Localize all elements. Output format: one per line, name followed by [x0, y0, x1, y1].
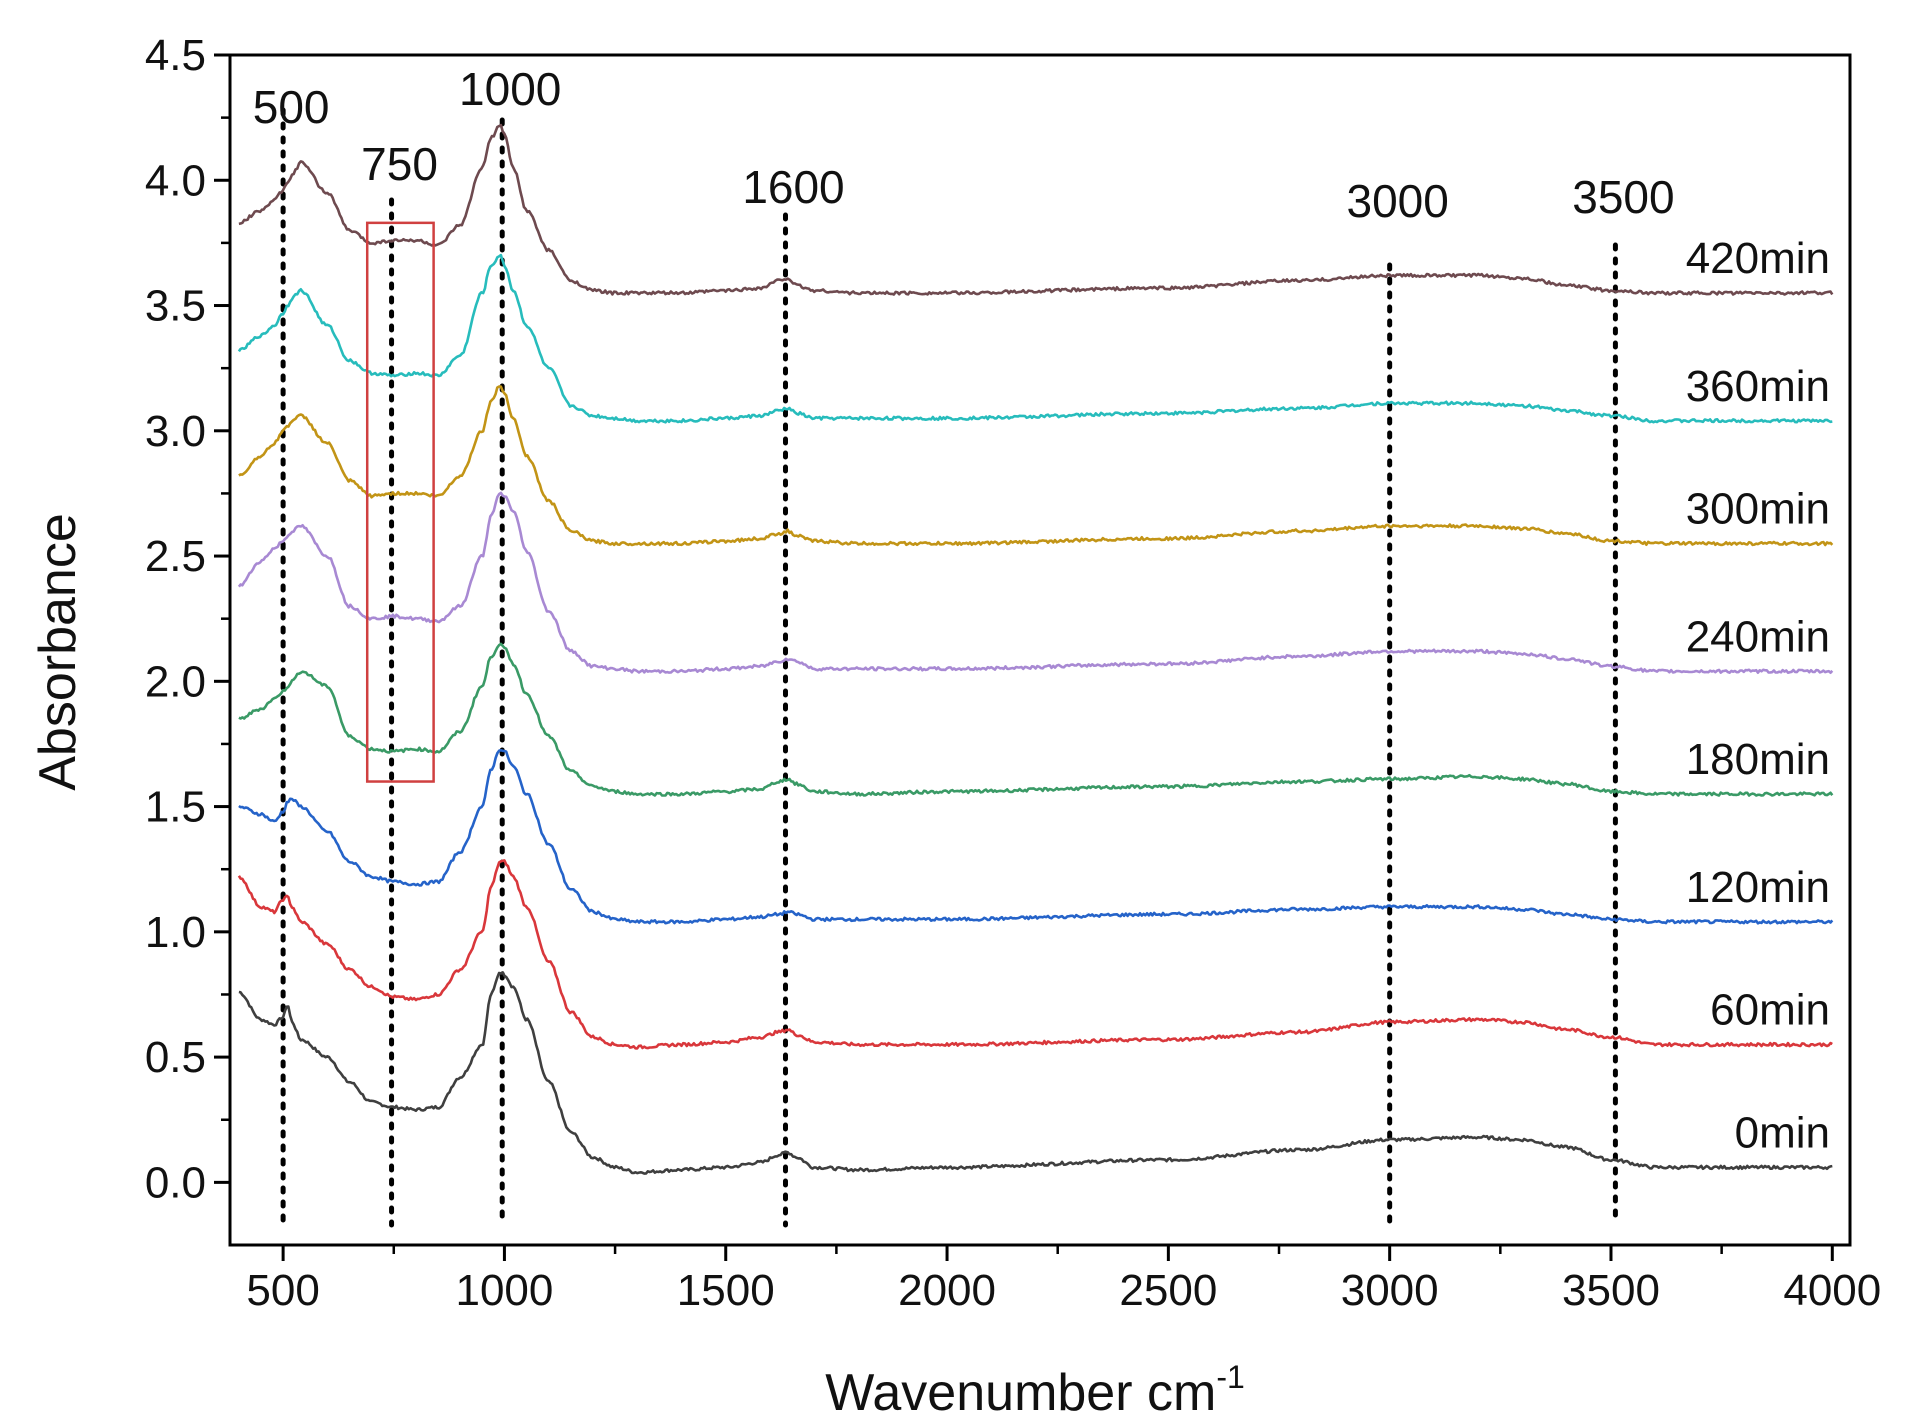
- peak-marker-label: 750: [361, 138, 438, 190]
- y-tick-label: 2.0: [145, 657, 206, 706]
- series-line-120min: [238, 749, 1834, 925]
- x-tick-label: 1500: [677, 1266, 775, 1315]
- label-layer: 500 1000 1500 2000 2500 3000 3500 4000 0.0 0.5 1.0…: [145, 31, 1881, 1315]
- series-line-180min: [238, 642, 1834, 797]
- series-line-360min: [237, 253, 1833, 424]
- series-line-300min: [238, 385, 1834, 547]
- series-layer: [237, 123, 1834, 1175]
- y-tick-label: 0.0: [145, 1158, 206, 1207]
- series-line-60min: [237, 859, 1833, 1050]
- series-line-240min: [237, 491, 1834, 674]
- y-tick-label: 2.5: [145, 532, 206, 581]
- series-label: 300min: [1686, 485, 1830, 534]
- axis-layer: [214, 53, 1852, 1261]
- series-label: 180min: [1686, 735, 1830, 784]
- y-tick-label: 1.0: [145, 908, 206, 957]
- peak-marker-layer: [280, 107, 1618, 1228]
- x-axis-title-main: Wavenumber cm: [825, 1364, 1216, 1422]
- x-tick-label: 2000: [898, 1266, 996, 1315]
- x-axis-title-superscript: -1: [1216, 1359, 1244, 1395]
- y-tick-label: 4.0: [145, 156, 206, 205]
- series-label: 60min: [1710, 986, 1830, 1035]
- x-tick-label: 3500: [1562, 1266, 1660, 1315]
- series-line-420min: [238, 123, 1834, 296]
- y-tick-label: 3.5: [145, 282, 206, 331]
- y-tick-label: 1.5: [145, 783, 206, 832]
- highlight-box: [365, 221, 435, 783]
- series-label: 120min: [1686, 863, 1830, 912]
- y-axis-title: Absorbance: [29, 513, 87, 791]
- peak-marker-label: 3000: [1347, 175, 1449, 227]
- series-line-0min: [238, 971, 1833, 1175]
- x-tick-label: 500: [246, 1266, 319, 1315]
- peak-marker-label: 500: [253, 81, 330, 133]
- series-label: 0min: [1735, 1108, 1830, 1157]
- y-tick-label: 0.5: [145, 1033, 206, 1082]
- series-label: 240min: [1686, 612, 1830, 661]
- x-tick-label: 2500: [1119, 1266, 1217, 1315]
- y-tick-label: 4.5: [145, 31, 206, 80]
- peak-marker-label: 1000: [459, 63, 561, 115]
- series-label: 420min: [1686, 234, 1830, 283]
- x-tick-label: 3000: [1341, 1266, 1439, 1315]
- plot-frame: [228, 53, 1852, 1247]
- peak-marker-label: 3500: [1572, 171, 1674, 223]
- series-label: 360min: [1686, 362, 1830, 411]
- x-tick-label: 1000: [455, 1266, 553, 1315]
- peak-marker-label: 1600: [742, 161, 844, 213]
- x-axis-title: Wavenumber cm-1: [825, 1359, 1245, 1422]
- y-tick-label: 3.0: [145, 407, 206, 456]
- x-tick-label: 4000: [1783, 1266, 1881, 1315]
